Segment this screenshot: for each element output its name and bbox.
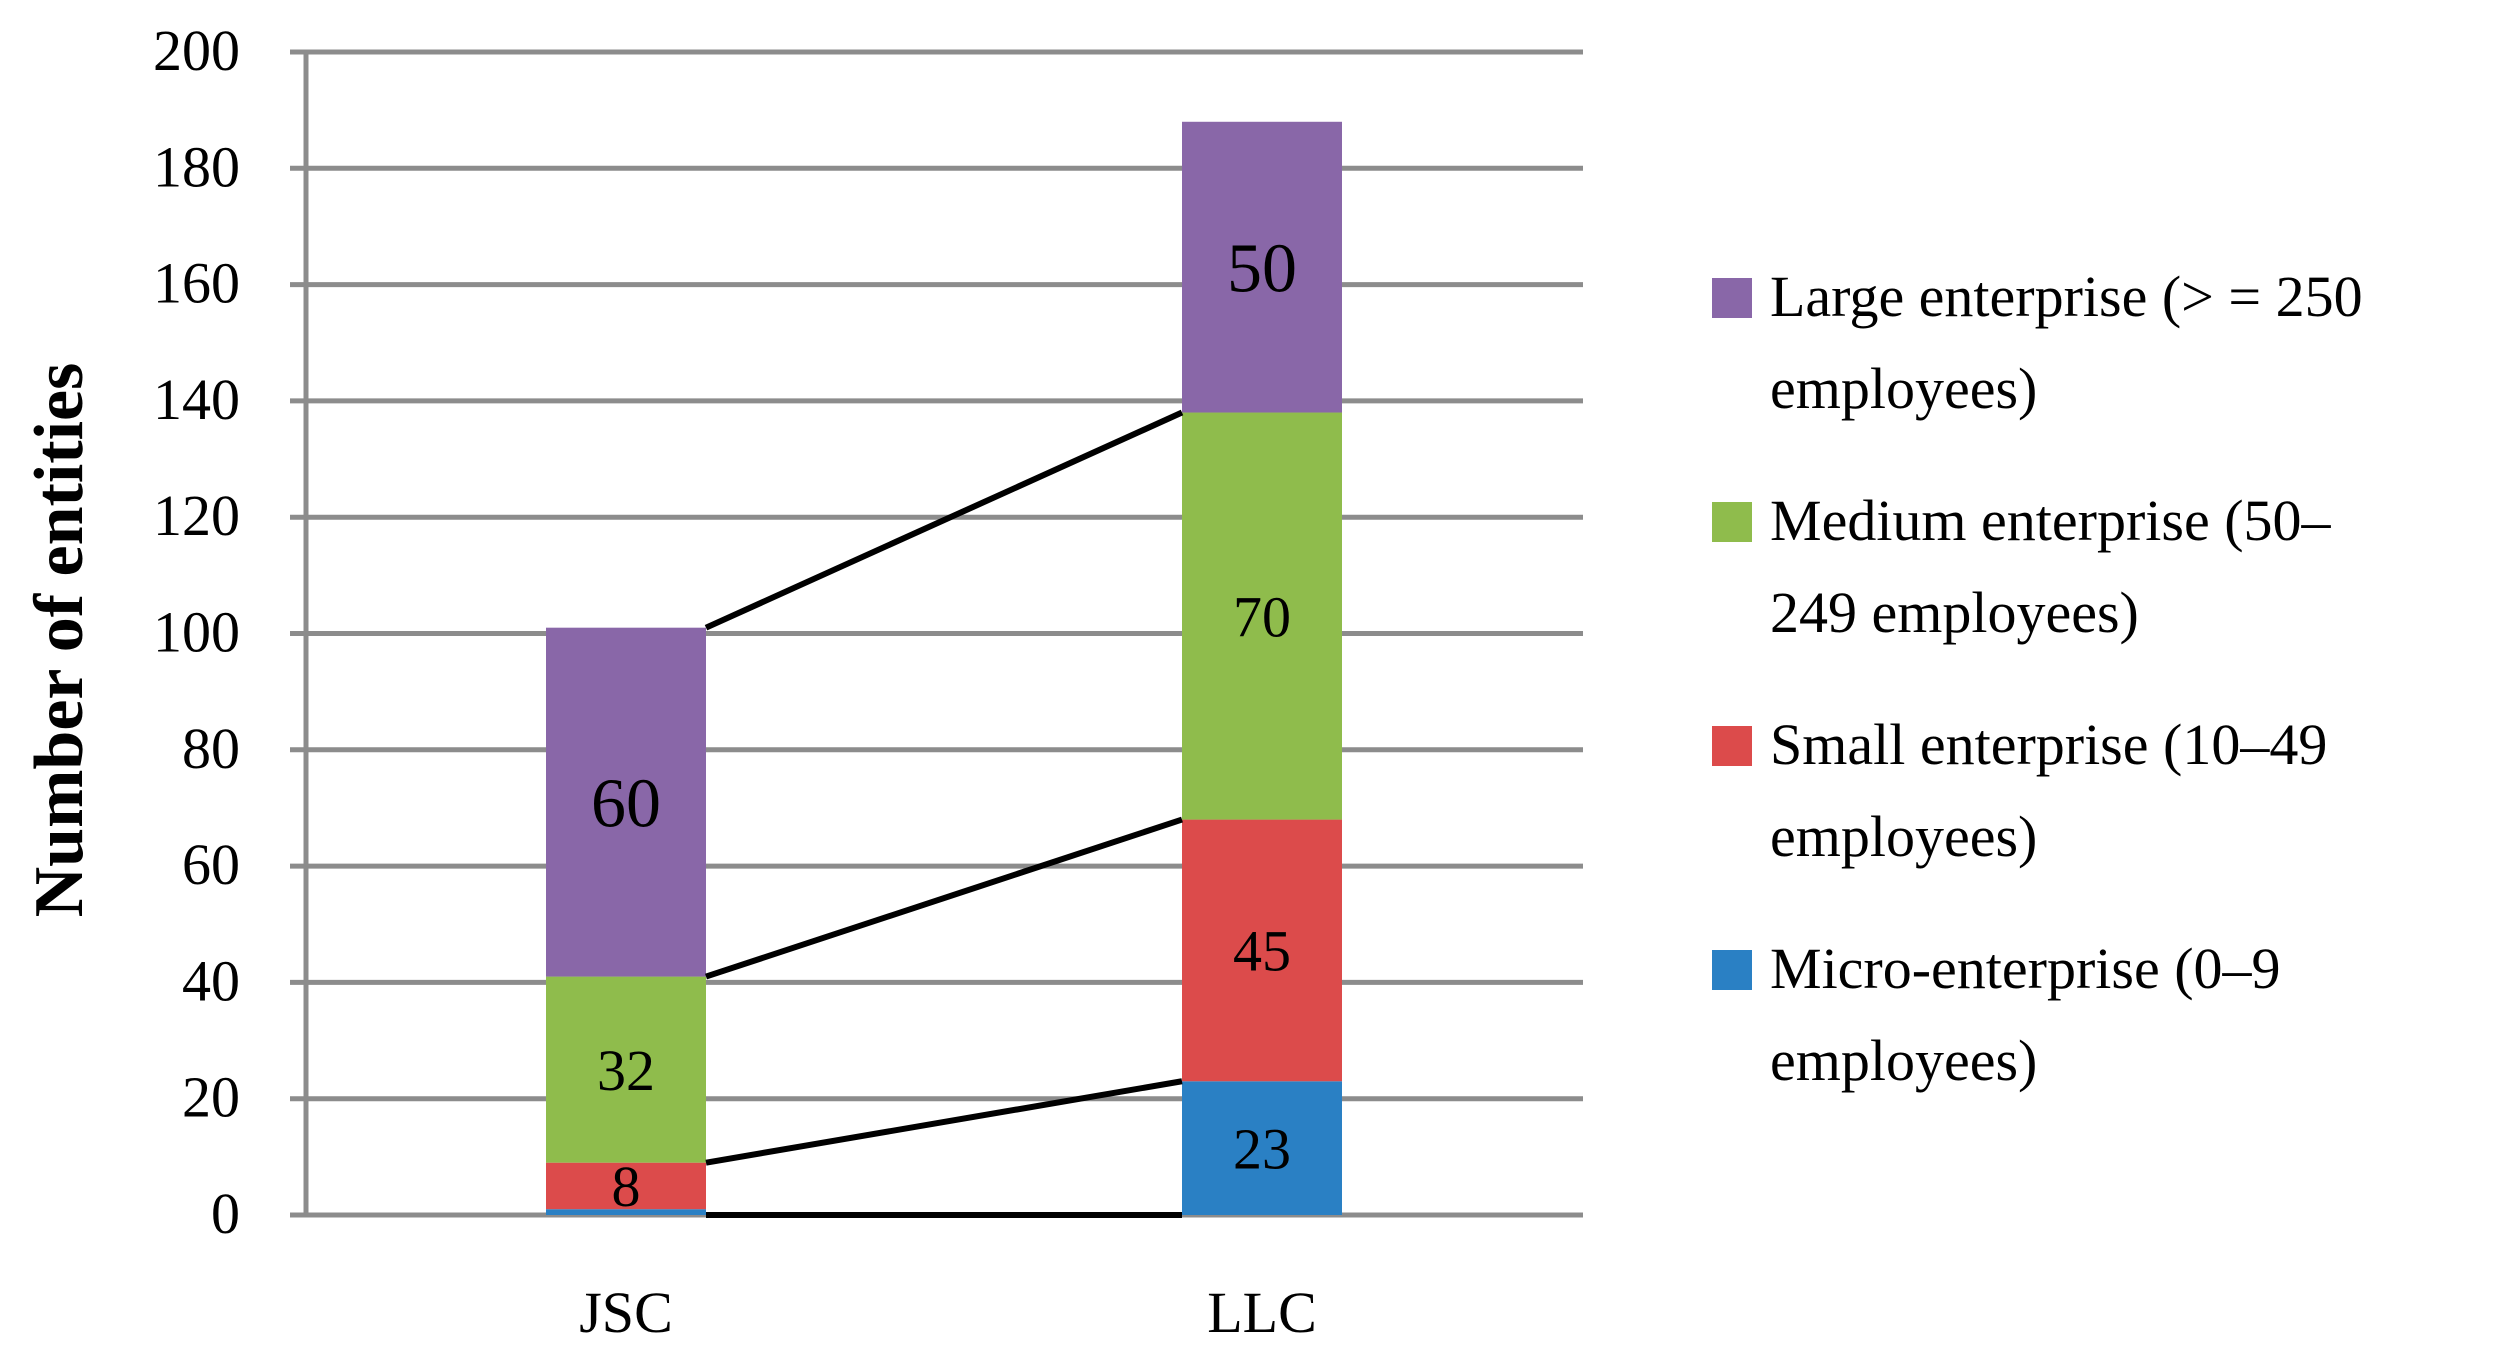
data-label: 60 (591, 766, 661, 843)
legend-swatch (1712, 950, 1752, 990)
legend-label: Micro-enterprise (0–9 (1770, 936, 2281, 1001)
bar-segment-llc-3 (1182, 412, 1342, 820)
data-label: 8 (612, 1154, 641, 1219)
data-label: 50 (1227, 231, 1297, 308)
y-tick-label: 20 (182, 1065, 240, 1130)
legend-label: employees) (1770, 804, 2037, 869)
y-tick-label: 60 (182, 832, 240, 897)
legend-label: employees) (1770, 1028, 2037, 1093)
series-connector-line (705, 1078, 1183, 1166)
bar-segment-jsc-4 (546, 627, 706, 977)
y-tick-label: 200 (153, 18, 240, 83)
y-tick-label: 180 (153, 134, 240, 199)
legend-label: 249 employees) (1770, 580, 2139, 645)
legend-label: Small enterprise (10–49 (1770, 712, 2327, 777)
bar-segment-llc-1 (1182, 1081, 1342, 1215)
gridlines (290, 49, 1583, 1218)
legend-swatch (1712, 726, 1752, 766)
y-tick-label: 140 (153, 367, 240, 432)
connector-lines (704, 409, 1184, 1218)
bar-segment-jsc-3 (546, 976, 706, 1163)
y-tick-label: 40 (182, 948, 240, 1013)
bars (546, 121, 1342, 1215)
x-tick-label: JSC (579, 1280, 673, 1345)
y-tick-label: 80 (182, 716, 240, 781)
segment-labels: 8 32 60 23 45 70 50 (591, 231, 1297, 1220)
y-axis-label: Number of entities (21, 363, 98, 918)
y-tick-label: 0 (211, 1181, 240, 1246)
x-axis-ticks: JSC LLC (579, 1280, 1317, 1345)
series-connector-line (704, 409, 1184, 631)
legend-label: Medium enterprise (50– (1770, 488, 2332, 553)
bar-segment-jsc-2 (546, 1162, 706, 1210)
data-label: 45 (1233, 919, 1291, 984)
legend-label: employees) (1770, 356, 2037, 421)
series-connector-line (705, 816, 1183, 980)
y-axis-ticks: 0 20 40 60 80 100 120 140 160 180 200 (153, 18, 240, 1246)
data-label: 23 (1233, 1116, 1291, 1181)
y-tick-label: 120 (153, 483, 240, 548)
y-tick-label: 100 (153, 600, 240, 665)
bar-segment-jsc-1 (546, 1209, 706, 1215)
legend-swatch (1712, 502, 1752, 542)
bar-segment-llc-2 (1182, 819, 1342, 1082)
bar-segment-llc-4 (1182, 121, 1342, 413)
data-label: 70 (1233, 584, 1291, 649)
y-tick-label: 160 (153, 251, 240, 316)
legend-label: Large enterprise (> = 250 (1770, 264, 2363, 329)
x-tick-label: LLC (1207, 1280, 1317, 1345)
legend: Large enterprise (> = 250 employees) Mediu… (1712, 264, 2363, 1093)
legend-swatch (1712, 278, 1752, 318)
data-label: 32 (597, 1038, 655, 1103)
